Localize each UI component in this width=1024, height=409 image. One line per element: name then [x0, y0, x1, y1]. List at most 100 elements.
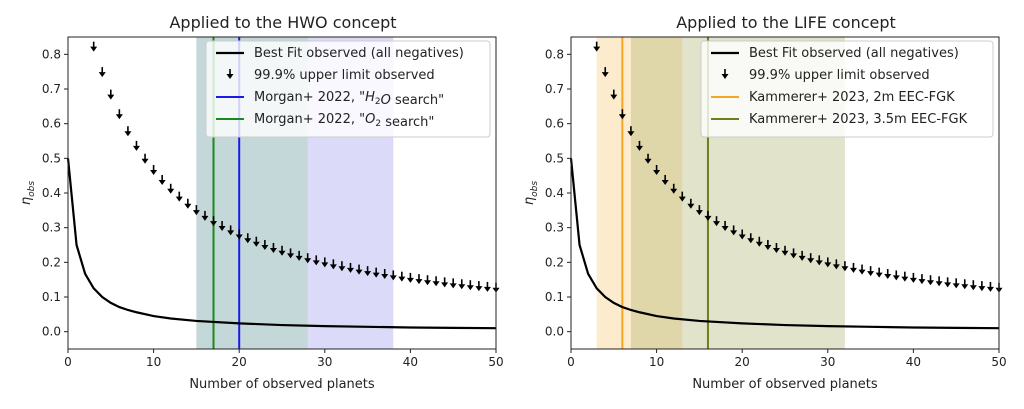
best-fit-line	[66, 158, 497, 330]
upper-limit-marker	[618, 109, 626, 120]
upper-limit-marker	[201, 210, 209, 221]
upper-limit-marker	[764, 239, 772, 250]
upper-limit-marker	[867, 266, 875, 277]
legend-box	[205, 40, 491, 138]
x-tick-label: 40	[906, 355, 921, 369]
upper-limit-marker	[935, 276, 943, 287]
legend-label-reference-0: Morgan+ 2022, "H2O search"	[254, 90, 444, 108]
upper-limit-marker	[483, 281, 491, 292]
x-tick-label: 50	[991, 355, 1006, 369]
legend-label-best-fit: Best Fit observed (all negatives)	[749, 46, 959, 61]
y-tick-label: 0.1	[42, 290, 61, 304]
upper-limit-marker	[287, 248, 295, 259]
upper-limit-marker	[338, 261, 346, 272]
best-fit-line	[569, 158, 1000, 330]
upper-limit-marker	[969, 280, 977, 291]
upper-limit-marker	[252, 236, 260, 247]
y-tick-label: 0.4	[42, 186, 61, 200]
upper-limit-marker	[858, 264, 866, 275]
upper-limit-marker	[406, 272, 414, 283]
y-tick-label: 0.5	[42, 151, 61, 165]
y-tick-label: 0.0	[42, 325, 61, 339]
legend: Best Fit observed (all negatives) 99.9% u…	[700, 40, 994, 138]
upper-limit-marker	[235, 229, 243, 240]
upper-limit-marker	[747, 233, 755, 244]
legend-label-reference-0: Kammerer+ 2023, 2m EEC-FGK	[749, 90, 955, 105]
upper-limit-marker	[227, 225, 235, 236]
upper-limit-marker	[466, 280, 474, 291]
x-tick-label: 20	[232, 355, 247, 369]
y-axis-label-sub: obs	[530, 181, 540, 197]
y-axis-label: ηobs	[522, 181, 540, 205]
upper-limit-marker	[441, 277, 449, 288]
upper-limit-marker	[927, 275, 935, 286]
upper-limit-marker	[150, 165, 158, 176]
upper-limit-marker	[601, 67, 609, 78]
upper-limit-marker	[167, 183, 175, 194]
upper-limit-marker	[713, 216, 721, 227]
upper-limit-marker	[184, 198, 192, 209]
y-tick-label: 0.3	[42, 221, 61, 235]
upper-limit-marker	[132, 140, 140, 151]
upper-limit-marker	[986, 281, 994, 292]
upper-limit-marker	[381, 269, 389, 280]
upper-limit-marker	[141, 153, 149, 164]
upper-limit-marker	[210, 216, 218, 227]
panel-title: Applied to the LIFE concept	[676, 13, 896, 32]
upper-limit-marker	[730, 225, 738, 236]
legend: Best Fit observed (all negatives) 99.9% u…	[205, 40, 491, 138]
upper-limit-marker	[610, 89, 618, 100]
legend-label-best-fit: Best Fit observed (all negatives)	[254, 46, 464, 61]
panel-title: Applied to the HWO concept	[169, 13, 396, 32]
x-tick-label: 30	[317, 355, 332, 369]
y-axis-label: ηobs	[19, 181, 37, 205]
y-tick-label: 0.0	[545, 325, 564, 339]
y-axis-label-sub: obs	[27, 181, 37, 197]
upper-limit-marker	[661, 174, 669, 185]
upper-limit-marker	[815, 255, 823, 266]
upper-limit-marker	[807, 253, 815, 264]
upper-limit-marker	[295, 250, 303, 261]
upper-limit-marker	[944, 277, 952, 288]
upper-limit-marker	[781, 245, 789, 256]
upper-limit-marker	[398, 271, 406, 282]
upper-limit-marker	[918, 274, 926, 285]
upper-limit-marker	[321, 257, 329, 268]
upper-limit-marker	[218, 221, 226, 232]
upper-limit-marker	[952, 278, 960, 289]
y-tick-label: 0.6	[545, 117, 564, 131]
upper-limit-marker	[364, 266, 372, 277]
upper-limit-marker	[158, 174, 166, 185]
upper-limit-marker	[261, 239, 269, 250]
x-tick-label: 0	[64, 355, 72, 369]
upper-limit-marker	[449, 278, 457, 289]
y-axis-label-eta: η	[522, 197, 537, 205]
upper-limit-marker	[312, 255, 320, 266]
upper-limit-marker	[892, 270, 900, 281]
legend-label-reference-1: Kammerer+ 2023, 3.5m EEC-FGK	[749, 112, 968, 127]
upper-limit-marker	[244, 233, 252, 244]
upper-limit-marker	[832, 259, 840, 270]
legend-label-reference-1: Morgan+ 2022, "O2 search"	[254, 112, 434, 130]
upper-limit-marker	[695, 205, 703, 216]
upper-limit-marker	[415, 274, 423, 285]
hwo-panel: Applied to the HWO concept 0 10 20 30 40 50 0.…	[19, 13, 504, 392]
upper-limit-marker	[721, 221, 729, 232]
y-tick-label: 0.8	[545, 47, 564, 61]
upper-limit-marker	[346, 262, 354, 273]
x-tick-label: 20	[735, 355, 750, 369]
x-tick-label: 50	[488, 355, 503, 369]
svg-text:ηobs: ηobs	[19, 181, 37, 205]
upper-limit-marker	[475, 281, 483, 292]
legend-box	[700, 40, 994, 138]
upper-limit-marker	[884, 269, 892, 280]
upper-limit-marker	[772, 242, 780, 253]
legend-handle-upper-limit-head	[721, 74, 729, 79]
upper-limit-marker	[704, 210, 712, 221]
svg-text:ηobs: ηobs	[522, 181, 540, 205]
y-tick-label: 0.3	[545, 221, 564, 235]
upper-limit-marker	[90, 41, 98, 52]
upper-limit-marker	[790, 248, 798, 259]
upper-limit-marker	[670, 183, 678, 194]
upper-limit-marker	[458, 279, 466, 290]
